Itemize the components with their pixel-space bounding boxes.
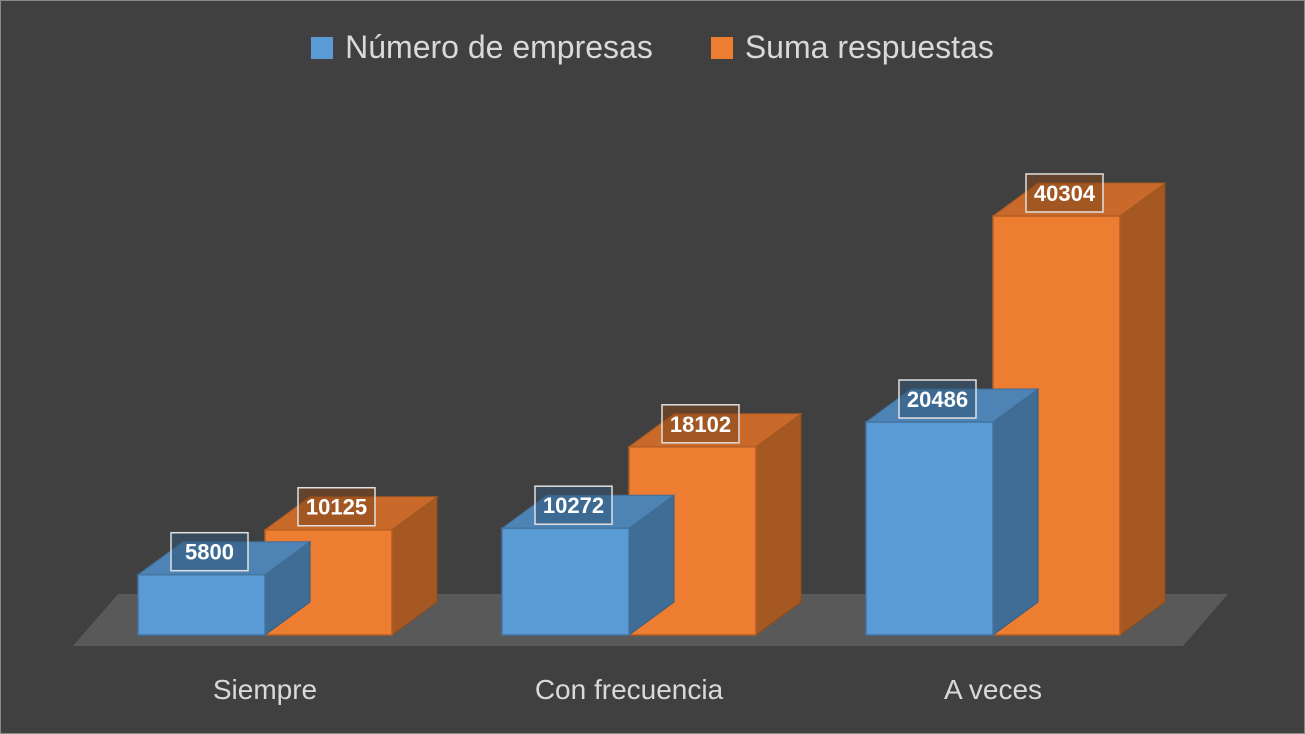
data-label-box-1-1	[661, 404, 740, 444]
bar-side-1-1	[755, 412, 802, 636]
data-label-1-2: 40304	[1034, 181, 1096, 206]
data-label-box-0-2	[898, 379, 977, 419]
category-label-0: Siempre	[213, 674, 317, 705]
legend-label-suma-respuestas: Suma respuestas	[744, 29, 994, 65]
bar-0-0	[137, 573, 266, 636]
legend-item-numero-empresas: Número de empresas	[311, 29, 653, 66]
legend-swatch-suma-respuestas	[710, 36, 733, 59]
category-label-2: A veces	[944, 674, 1042, 705]
data-label-box-1-0	[297, 486, 376, 527]
legend-item-suma-respuestas: Suma respuestas	[710, 29, 994, 66]
data-label-box-0-0	[170, 531, 249, 572]
data-label-box-0-1	[534, 485, 613, 525]
bar-0-2	[865, 421, 994, 636]
data-label-1-0: 10125	[306, 495, 367, 520]
data-label-box-1-2	[1025, 173, 1104, 213]
category-label-1: Con frecuencia	[535, 674, 724, 705]
data-label-1-1: 18102	[670, 412, 731, 437]
bar-0-1	[501, 527, 630, 636]
bar-side-1-2	[1119, 182, 1166, 636]
data-label-0-2: 20486	[907, 387, 968, 412]
data-label-0-1: 10272	[543, 493, 604, 518]
data-label-0-0: 5800	[185, 540, 234, 565]
legend: Número de empresas Suma respuestas	[1, 29, 1304, 66]
legend-swatch-numero-empresas	[311, 36, 334, 59]
bar-side-0-2	[992, 388, 1039, 636]
legend-label-numero-empresas: Número de empresas	[345, 29, 653, 65]
